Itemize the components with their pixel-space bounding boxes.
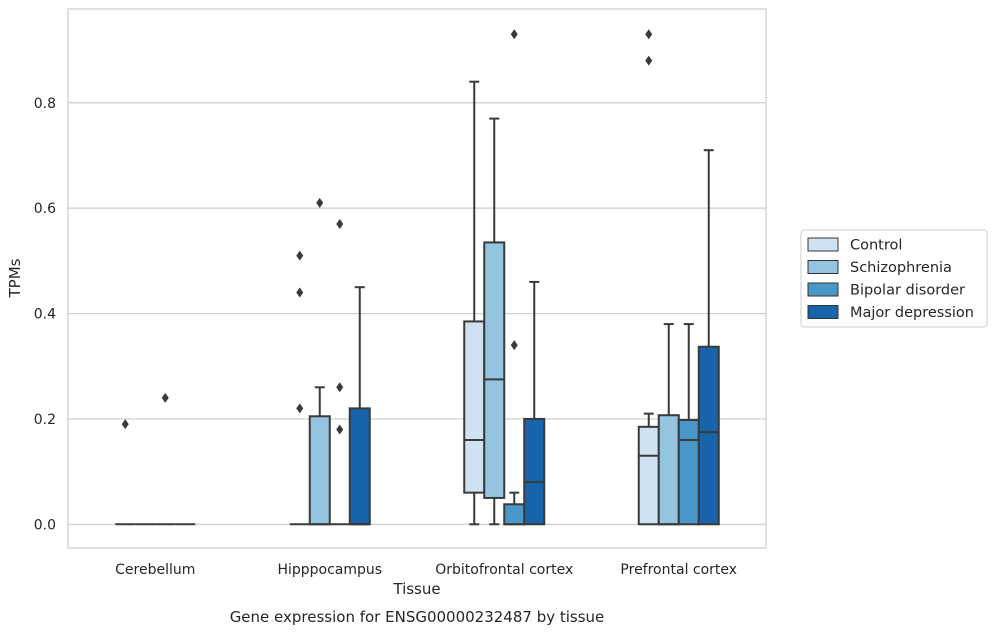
y-tick-label: 0.2 — [34, 412, 56, 428]
box-body — [503, 503, 526, 526]
outlier-point — [296, 250, 304, 261]
y-tick-label: 0.6 — [34, 201, 56, 217]
legend-label: Schizophrenia — [850, 260, 952, 276]
legend-swatch — [807, 305, 839, 319]
legend-label: Control — [850, 238, 902, 254]
box-group — [677, 323, 700, 526]
box-group — [115, 419, 136, 526]
box-group — [308, 197, 331, 526]
box-group — [697, 149, 720, 526]
box-group — [348, 286, 371, 526]
box-body — [677, 418, 700, 526]
box-groups — [115, 29, 720, 526]
legend-swatch — [807, 237, 839, 252]
y-tick-label: 0.0 — [34, 517, 56, 533]
outlier-point — [510, 29, 518, 40]
box-body — [348, 407, 371, 526]
legend-label: Bipolar disorder — [850, 283, 965, 299]
box-group — [523, 280, 546, 526]
x-tick-labels: Cerebellum Hipppocampus Orbitofrontal cort… — [115, 562, 737, 578]
x-tick-label: Orbitofrontal cortex — [435, 562, 573, 578]
legend: Control Schizophrenia Bipolar disorder Majo… — [800, 229, 988, 328]
legend-label: Major depression — [850, 305, 974, 321]
box-body — [657, 414, 680, 526]
outlier-point — [336, 218, 344, 229]
box-body — [637, 425, 660, 526]
box-group — [155, 392, 176, 526]
y-axis-title: TPMs — [6, 258, 24, 298]
box-body — [697, 345, 720, 526]
box-body — [483, 241, 506, 499]
box-group — [329, 218, 350, 526]
outlier-point — [121, 419, 129, 430]
outlier-point — [336, 424, 344, 435]
x-tick-label: Prefrontal cortex — [620, 562, 737, 578]
outlier-point — [336, 382, 344, 393]
y-tick-labels: 0.0 0.2 0.4 0.6 0.8 — [34, 96, 56, 534]
legend-swatch — [807, 260, 839, 274]
outlier-point — [161, 392, 169, 403]
outlier-point — [645, 29, 653, 40]
box-body — [308, 415, 331, 526]
x-axis-title: Tissue — [392, 580, 440, 598]
y-tick-label: 0.4 — [34, 307, 56, 323]
outlier-point — [510, 340, 518, 351]
outlier-point — [316, 197, 324, 208]
box-body — [463, 320, 486, 494]
x-tick-label: Hipppocampus — [277, 562, 382, 578]
box-group — [483, 117, 506, 526]
box-body — [523, 417, 546, 526]
y-tick-label: 0.8 — [34, 96, 56, 112]
outlier-point — [296, 287, 304, 298]
box-group — [289, 250, 310, 526]
x-tick-label: Cerebellum — [115, 562, 195, 578]
box-group — [657, 323, 680, 526]
outlier-point — [645, 55, 653, 66]
chart-caption: Gene expression for ENSG00000232487 by t… — [230, 608, 605, 626]
legend-frame — [800, 229, 988, 328]
outlier-point — [296, 403, 304, 414]
legend-swatch — [807, 282, 839, 297]
